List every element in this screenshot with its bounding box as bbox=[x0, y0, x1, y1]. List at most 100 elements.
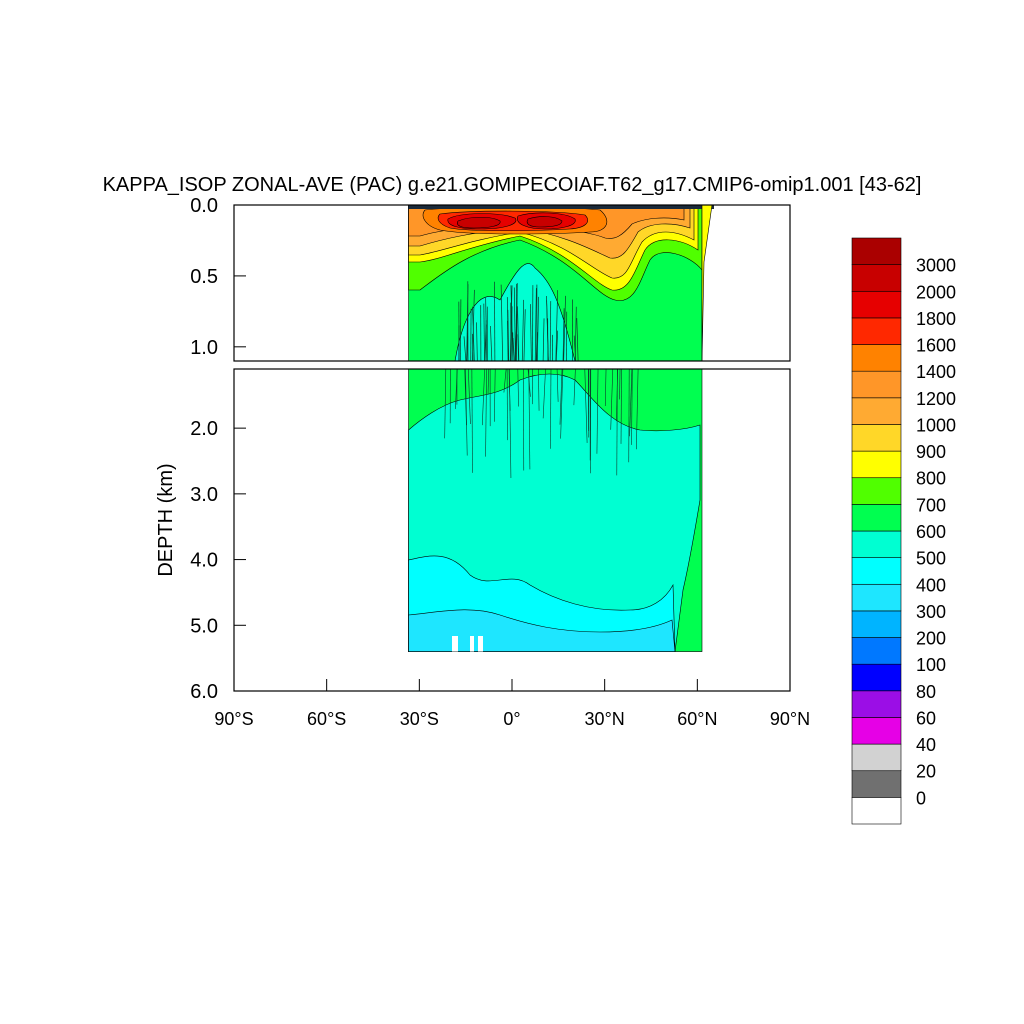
contour-streaks bbox=[458, 281, 579, 361]
contour-streak bbox=[444, 369, 447, 439]
contour-streak bbox=[573, 369, 576, 406]
axes: 90°S 60°S 30°S 0° 30°N 60°N 90°N 0.0 0.5 1.0 2.0 3.… bbox=[190, 195, 810, 729]
colorbar-label: 1000 bbox=[916, 415, 956, 435]
contour-streak bbox=[482, 369, 485, 426]
colorbar-label: 400 bbox=[916, 575, 946, 595]
colorbar-swatch bbox=[851, 424, 902, 452]
contour-streak bbox=[487, 369, 490, 395]
colorbar-swatch bbox=[851, 610, 902, 638]
colorbar-swatch bbox=[851, 557, 902, 585]
contour-streak bbox=[530, 304, 532, 361]
colorbar-swatch bbox=[851, 530, 902, 558]
bathymetry-gap bbox=[478, 636, 483, 652]
lower-band-300 bbox=[408, 609, 676, 652]
contour-streak bbox=[542, 318, 545, 361]
contour-streak bbox=[464, 369, 467, 426]
colorbar-label: 300 bbox=[916, 602, 946, 622]
contour-streak bbox=[534, 288, 537, 361]
contour-streak bbox=[512, 338, 515, 361]
colorbar-swatch bbox=[851, 344, 902, 372]
contour-streak bbox=[509, 369, 512, 478]
colorbar-swatch bbox=[851, 450, 902, 479]
colorbar-label: 700 bbox=[916, 495, 946, 515]
colorbar-label: 600 bbox=[916, 522, 946, 542]
y-tick-label: 2.0 bbox=[190, 418, 218, 440]
contour-streak bbox=[629, 369, 633, 437]
colorbar-label: 60 bbox=[916, 708, 936, 728]
contour-streak bbox=[555, 290, 559, 361]
contour-streak bbox=[528, 369, 531, 470]
colorbar-label: 2000 bbox=[916, 282, 956, 302]
y-tick-label: 1.0 bbox=[190, 337, 218, 359]
contour-streak bbox=[538, 369, 540, 411]
colorbar-swatch bbox=[851, 690, 902, 718]
colorbar-label: 3000 bbox=[916, 256, 956, 276]
contour-streak bbox=[550, 369, 552, 449]
contour-streak bbox=[546, 300, 549, 361]
contour-streak bbox=[556, 369, 559, 402]
contour-streak bbox=[513, 287, 516, 361]
contour-streak bbox=[563, 295, 566, 361]
contour-streak bbox=[523, 309, 526, 361]
upper-core-west-max bbox=[457, 216, 501, 229]
colorbar: 0 20 40 60 80 100 200 300 400 500 600 700 800 900 1000… bbox=[851, 237, 956, 825]
y-tick-label: 3.0 bbox=[190, 484, 218, 506]
lower-panel-field bbox=[408, 369, 703, 652]
colorbar-label: 1400 bbox=[916, 362, 956, 382]
contour-streak bbox=[510, 285, 514, 361]
colorbar-swatch bbox=[851, 504, 902, 532]
colorbar-label: 500 bbox=[916, 549, 946, 569]
contour-streak bbox=[459, 299, 462, 361]
colorbar-label: 40 bbox=[916, 735, 936, 755]
contour-streak bbox=[536, 296, 539, 361]
contour-streak bbox=[455, 369, 458, 409]
y-tick-label: 5.0 bbox=[190, 615, 218, 637]
contour-streak bbox=[515, 283, 517, 361]
contour-streak bbox=[468, 369, 471, 425]
contour-streak bbox=[604, 369, 607, 407]
contour-streak bbox=[466, 284, 469, 361]
contour-streak bbox=[596, 369, 599, 454]
contour-streak bbox=[503, 369, 507, 393]
contour-streak bbox=[610, 369, 614, 430]
contour-streak bbox=[562, 308, 565, 361]
colorbar-label: 0 bbox=[916, 788, 926, 808]
contour-streak bbox=[507, 309, 510, 361]
contour-streak bbox=[560, 369, 564, 439]
contour-streak bbox=[517, 369, 519, 407]
contour-streak bbox=[542, 369, 546, 419]
contour-streak bbox=[559, 369, 563, 425]
x-tick-label: 60°N bbox=[677, 709, 717, 729]
x-tick-label: 90°S bbox=[214, 709, 253, 729]
contour-streak bbox=[549, 301, 552, 361]
contour-streak bbox=[631, 369, 633, 445]
contour-streak bbox=[516, 283, 518, 361]
contour-streak bbox=[500, 284, 504, 361]
contour-streaks-lower bbox=[444, 369, 639, 478]
x-tick-label: 90°N bbox=[770, 709, 810, 729]
colorbar-swatch bbox=[851, 370, 902, 399]
contour-streak bbox=[471, 369, 473, 473]
colorbar-swatch bbox=[851, 717, 902, 745]
colorbar-label: 1800 bbox=[916, 309, 956, 329]
colorbar-swatch bbox=[851, 583, 902, 612]
contour-streak bbox=[576, 318, 579, 361]
colorbar-label: 1200 bbox=[916, 389, 956, 409]
contour-streak bbox=[507, 320, 509, 361]
contour-streak bbox=[485, 297, 488, 361]
colorbar-label: 200 bbox=[916, 629, 946, 649]
colorbar-swatch bbox=[851, 743, 902, 772]
colorbar-label: 80 bbox=[916, 682, 936, 702]
upper-panel-frame bbox=[233, 204, 791, 362]
contour-streak bbox=[616, 369, 618, 422]
contour-streak bbox=[555, 330, 559, 361]
colorbar-swatch bbox=[851, 770, 902, 798]
x-tick-label: 60°S bbox=[307, 709, 346, 729]
contour-streak bbox=[476, 322, 478, 361]
colorbar-swatch bbox=[851, 477, 902, 505]
contour-streak bbox=[490, 325, 493, 361]
contour-streak bbox=[620, 369, 622, 444]
upper-north-edge bbox=[701, 205, 713, 361]
colorbar-swatch bbox=[851, 264, 902, 292]
